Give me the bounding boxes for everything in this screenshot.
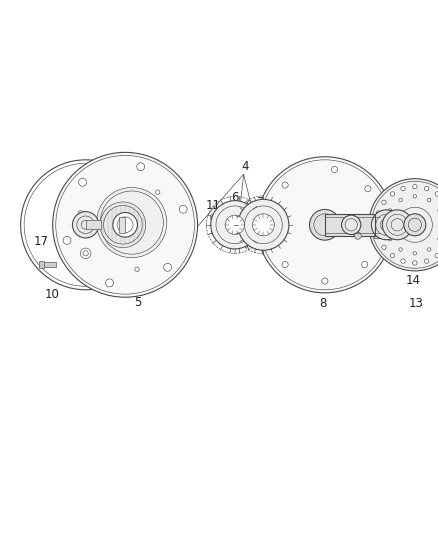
Circle shape [72,212,99,238]
Circle shape [381,210,411,240]
Circle shape [80,248,91,259]
Circle shape [78,211,83,215]
Circle shape [78,179,86,186]
Bar [85,221,101,229]
Circle shape [113,213,137,237]
Text: 3: 3 [70,231,77,245]
Circle shape [371,210,400,240]
Bar [43,262,56,266]
Circle shape [398,198,401,202]
Circle shape [265,222,271,228]
Text: 5: 5 [134,296,141,309]
Circle shape [375,211,380,215]
Text: 14: 14 [405,274,420,287]
Circle shape [424,186,428,191]
Circle shape [398,248,401,251]
Circle shape [412,252,416,255]
Circle shape [155,190,159,195]
Text: 8: 8 [319,297,326,310]
Circle shape [309,209,339,240]
Circle shape [424,259,428,263]
Circle shape [389,254,394,258]
Circle shape [374,223,378,227]
Circle shape [63,237,71,244]
Circle shape [281,262,287,268]
Circle shape [331,166,337,173]
Text: 15: 15 [383,241,398,254]
Circle shape [364,185,370,192]
Circle shape [210,200,258,249]
Circle shape [53,152,197,297]
Text: 12: 12 [367,228,382,241]
Circle shape [163,263,171,271]
Circle shape [412,261,416,265]
Circle shape [388,237,391,241]
Circle shape [368,179,438,271]
Text: 13: 13 [408,297,423,310]
Circle shape [179,205,187,213]
Text: 7: 7 [256,196,264,209]
Text: 2: 2 [67,261,75,274]
Circle shape [281,182,287,188]
Circle shape [375,235,380,239]
Bar [324,214,374,236]
Text: 9: 9 [352,223,360,237]
Text: 4: 4 [240,160,248,173]
Text: 16: 16 [353,236,367,249]
Circle shape [377,222,383,228]
Circle shape [381,245,385,249]
Circle shape [96,188,166,258]
Circle shape [361,262,367,268]
Circle shape [381,200,385,205]
Circle shape [403,214,425,236]
Bar [373,233,378,238]
Text: 17: 17 [33,235,48,247]
Circle shape [426,198,430,202]
Text: 10: 10 [44,288,59,301]
Circle shape [237,199,288,251]
Circle shape [389,192,394,196]
Circle shape [210,214,217,221]
Circle shape [225,215,244,235]
Circle shape [321,278,327,284]
Text: 11: 11 [205,198,220,212]
Circle shape [136,163,144,171]
Circle shape [400,259,404,263]
Circle shape [437,237,438,241]
Circle shape [437,209,438,212]
Bar [39,261,44,268]
Bar [373,215,377,223]
Circle shape [426,248,430,251]
Circle shape [252,214,274,236]
Circle shape [106,279,113,287]
Circle shape [353,232,360,239]
Circle shape [412,195,416,198]
Bar [118,217,125,233]
Circle shape [388,209,391,212]
Circle shape [100,202,145,248]
Circle shape [341,215,360,235]
Circle shape [134,267,139,271]
Circle shape [256,157,392,293]
Text: 6: 6 [230,191,238,204]
Circle shape [434,254,438,258]
Circle shape [400,186,404,191]
Circle shape [384,223,387,227]
Circle shape [412,184,416,189]
Circle shape [434,192,438,196]
